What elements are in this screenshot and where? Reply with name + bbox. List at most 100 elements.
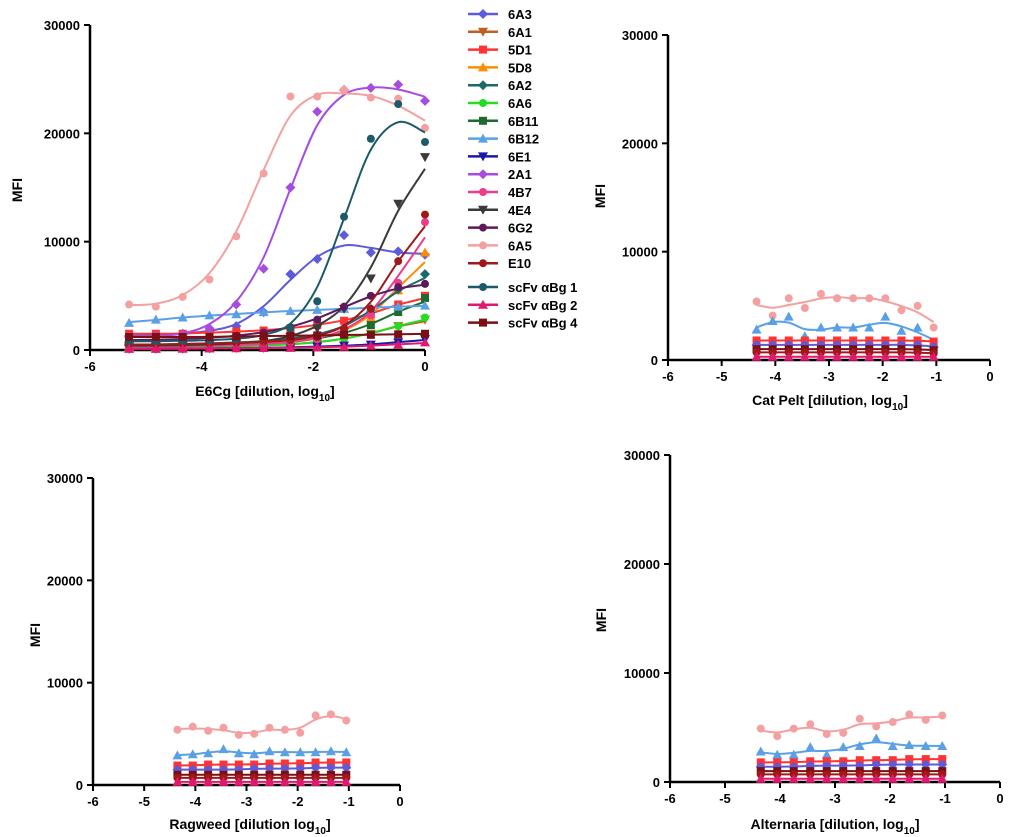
data-point [864,322,875,332]
data-point [767,351,778,361]
y-tick-label: 30000 [44,18,80,33]
series-fit-line [129,225,426,346]
data-point [864,351,875,361]
legend-item: scFv αBg 1 [468,280,577,295]
legend-item: 4E4 [468,203,532,218]
data-point [286,331,295,340]
data-point [420,300,430,310]
x-tick-label: -1 [931,369,943,384]
data-point [393,246,404,257]
data-point [340,330,349,339]
data-point [188,722,197,731]
data-point [394,257,403,266]
data-point [887,741,898,751]
data-point [854,741,865,751]
data-point [905,710,914,719]
data-point [912,351,923,361]
data-point [420,337,430,347]
data-point [921,755,930,764]
data-point [341,776,352,786]
x-axis-label-main: E6Cg [dilution, log [195,383,319,399]
data-point [259,169,268,178]
data-point [325,746,336,756]
data-point [264,746,275,756]
x-tick-label: -4 [190,794,202,809]
data-point [938,711,947,720]
data-point [218,744,229,754]
x-tick-label: -6 [662,369,674,384]
legend-label: 6B11 [508,114,538,129]
data-point [313,92,322,101]
legend-label: 6B12 [508,132,539,147]
data-point [249,749,260,759]
data-point [341,747,352,757]
data-point [233,748,244,758]
x-axis-label: Cat Pelt [dilution, log10] [752,392,908,413]
x-axis-label: E6Cg [dilution, log10] [195,383,334,404]
series-fit-line [177,766,347,771]
data-point [838,742,849,752]
data-point [204,343,215,353]
data-point [234,730,243,739]
data-point [896,351,907,361]
y-tick-label: 10000 [624,666,660,681]
x-tick-label: 0 [986,369,993,384]
y-tick-label: 20000 [624,557,660,572]
data-point [259,331,268,340]
data-point [848,351,859,361]
legend-marker [479,188,487,196]
data-point [937,759,948,770]
legend-marker [479,45,487,54]
data-point [394,330,403,339]
data-point [311,711,320,720]
data-point [421,138,429,146]
x-axis-label-subscript: 10 [892,402,904,413]
x-axis-label-main: Cat Pelt [dilution, log [752,392,892,408]
data-point [205,333,214,341]
legend-item: scFv αBg 2 [468,298,577,313]
legend-item: 6E1 [468,149,531,164]
data-point [887,759,898,770]
legend-label: 5D8 [508,60,532,75]
data-point [421,218,429,227]
y-tick-label: 0 [653,775,660,790]
legend-marker [478,80,488,91]
data-point [855,756,864,765]
legend-label: 6E1 [508,149,531,164]
series-fit-line [760,763,943,768]
data-point [937,773,948,783]
data-point [172,750,183,760]
legend-item: 4B7 [468,185,532,200]
x-tick-label: -4 [774,791,786,806]
series-fit-line [756,296,935,323]
x-tick-label: -5 [138,794,150,809]
y-tick-label: 0 [76,778,83,793]
data-point [173,725,182,734]
series-scfv-bg-4 [125,329,429,341]
data-point [772,749,783,759]
x-tick-label: -5 [719,791,731,806]
data-point [896,325,907,335]
data-point [312,304,323,314]
data-point [219,723,228,732]
series-fit-line [756,343,934,348]
data-point [920,741,931,751]
legend-item: 5D8 [468,60,532,75]
data-point [250,729,259,738]
series-6a5 [752,289,938,332]
series-fit-line [760,715,943,734]
data-point [204,760,213,769]
legend-marker [478,62,488,72]
series-fit-line [760,758,943,764]
data-point [880,351,891,361]
panel-cat-pelt: 0 10000 20000 30000 -6 -5 -4 -3 -2 -1 0 MFI Cat Pelt… [592,28,994,413]
legend-label: 6G2 [508,221,533,236]
data-point [929,323,938,332]
data-point [887,773,898,783]
legend-label: 6A5 [508,238,532,253]
data-point [280,725,289,734]
data-point [904,759,915,770]
data-point [393,301,404,311]
data-point [296,759,305,768]
data-point [231,309,242,319]
